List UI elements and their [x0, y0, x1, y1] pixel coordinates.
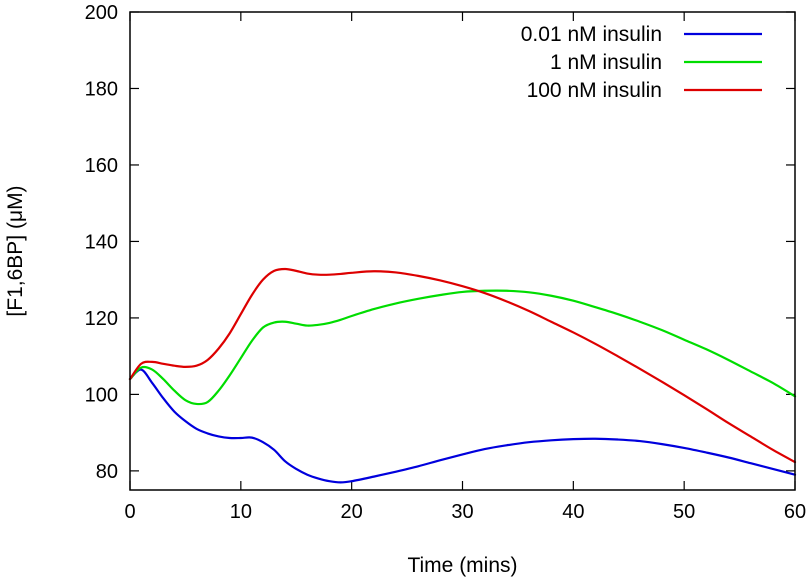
y-tick-label: 100 [85, 384, 118, 406]
x-tick-label: 60 [784, 501, 806, 523]
y-tick-label: 180 [85, 78, 118, 100]
x-tick-label: 40 [562, 501, 584, 523]
series-lines [128, 267, 797, 484]
y-tick-label: 120 [85, 308, 118, 330]
legend: 0.01 nM insulin 1 nM insulin 100 nM insuli… [521, 23, 762, 102]
legend-label: 1 nM insulin [550, 51, 662, 74]
y-tick-label: 200 [85, 2, 118, 24]
x-tick-label: 10 [230, 501, 252, 523]
x-axis-ticks: 0 10 20 30 40 50 60 [124, 12, 806, 523]
y-axis-ticks: 80 100 120 140 160 180 200 [85, 2, 795, 483]
series-line-2 [128, 267, 797, 464]
x-axis-title: Time (mins) [407, 554, 517, 577]
x-tick-label: 0 [124, 501, 135, 523]
y-tick-label: 160 [85, 155, 118, 177]
y-tick-label: 80 [96, 461, 118, 483]
x-tick-label: 50 [673, 501, 695, 523]
series-line-0 [128, 368, 797, 484]
legend-label: 100 nM insulin [527, 79, 662, 102]
series-line-1 [128, 289, 797, 406]
x-tick-label: 20 [341, 501, 363, 523]
legend-label: 0.01 nM insulin [521, 23, 662, 46]
plot-frame [129, 11, 796, 491]
y-tick-label: 140 [85, 231, 118, 253]
y-axis-title: [F1,6BP] (μM) [4, 185, 27, 316]
x-tick-label: 30 [451, 501, 473, 523]
